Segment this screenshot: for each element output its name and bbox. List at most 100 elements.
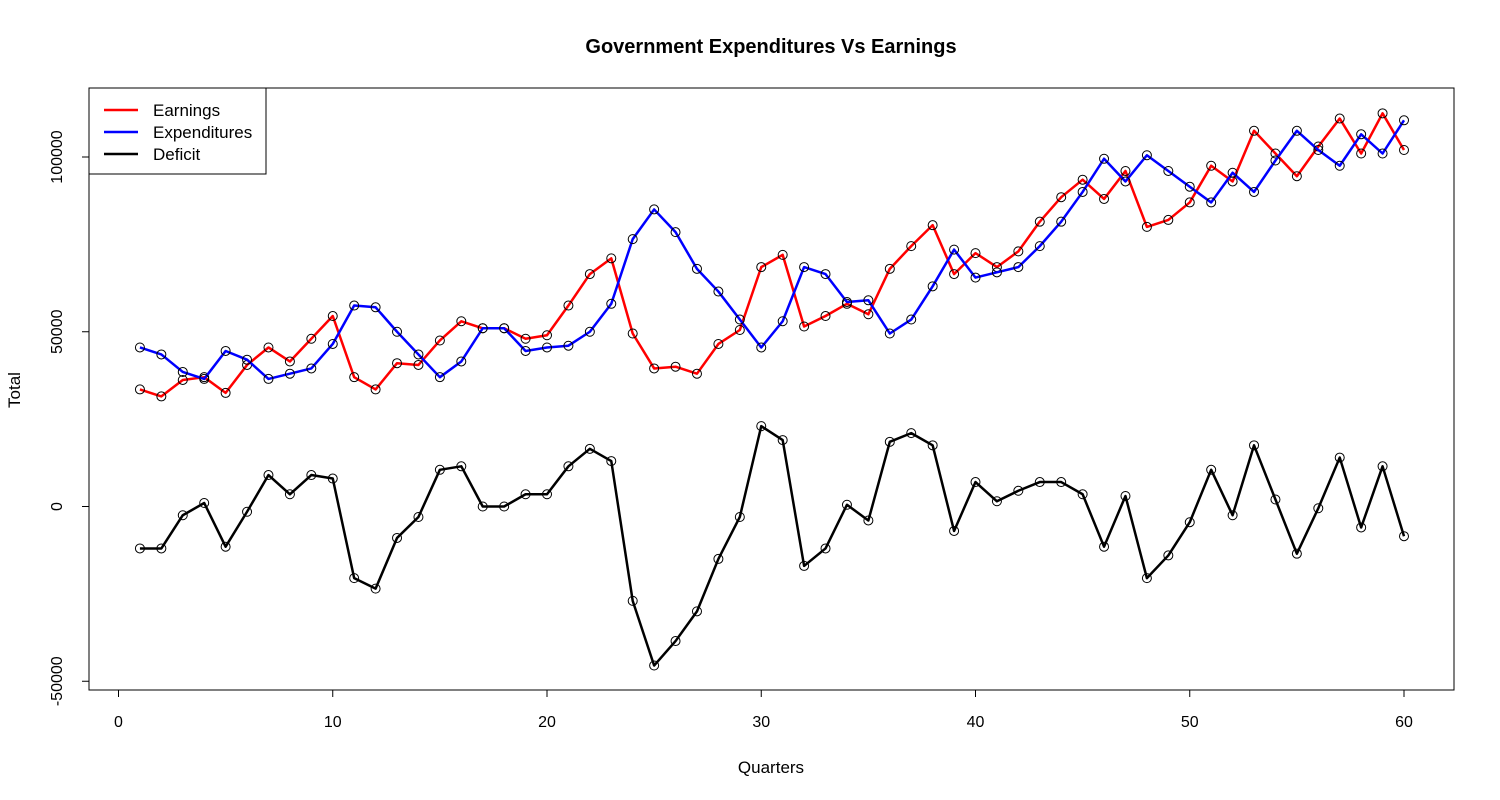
data-point xyxy=(263,373,274,384)
data-point xyxy=(734,314,745,325)
data-point xyxy=(627,595,638,606)
data-point xyxy=(349,573,360,584)
data-point xyxy=(1013,246,1024,257)
data-point xyxy=(820,311,831,322)
data-point xyxy=(1034,216,1045,227)
data-point xyxy=(691,606,702,617)
data-point xyxy=(199,498,210,509)
data-point xyxy=(563,461,574,472)
data-point xyxy=(799,262,810,273)
data-point xyxy=(1141,573,1152,584)
data-point xyxy=(777,249,788,260)
data-point xyxy=(1206,160,1217,171)
data-point xyxy=(220,541,231,552)
legend: Earnings Expenditures Deficit xyxy=(88,87,267,175)
data-point xyxy=(1356,522,1367,533)
data-point xyxy=(670,636,681,647)
data-point xyxy=(434,335,445,346)
data-point xyxy=(627,328,638,339)
data-point xyxy=(1056,216,1067,227)
data-point xyxy=(542,330,552,341)
data-point xyxy=(1034,477,1045,488)
data-point xyxy=(1249,186,1260,197)
data-point xyxy=(284,356,295,367)
y-axis-label: Total xyxy=(5,372,24,408)
data-point xyxy=(1356,129,1367,140)
data-point xyxy=(1163,550,1174,561)
series-line xyxy=(139,424,1406,667)
series-layer xyxy=(134,108,1409,671)
data-point xyxy=(1013,485,1024,496)
x-tick-label: 40 xyxy=(967,714,985,731)
data-point xyxy=(1377,148,1388,159)
data-point xyxy=(456,356,467,367)
data-point xyxy=(1163,165,1174,176)
data-point xyxy=(970,248,981,259)
x-tick-label: 0 xyxy=(114,714,123,731)
data-point xyxy=(156,349,167,360)
data-point xyxy=(1206,197,1217,208)
legend-entry: Expenditures xyxy=(153,123,252,142)
data-point xyxy=(134,384,145,395)
data-point xyxy=(392,326,403,337)
data-point xyxy=(242,354,253,365)
data-point xyxy=(477,501,488,512)
data-point xyxy=(1291,548,1302,559)
data-point xyxy=(1184,517,1195,528)
data-point xyxy=(370,302,381,313)
data-point xyxy=(134,342,145,353)
data-point xyxy=(991,267,1002,278)
legend-entry: Deficit xyxy=(153,145,201,164)
data-point xyxy=(1099,193,1110,204)
data-point xyxy=(1334,160,1345,171)
data-point xyxy=(1099,153,1110,164)
data-point xyxy=(1013,262,1024,273)
data-point xyxy=(413,359,424,370)
data-point xyxy=(584,443,595,454)
data-point xyxy=(756,421,767,432)
y-tick-label: -50000 xyxy=(49,656,66,706)
data-point xyxy=(691,368,702,379)
data-point xyxy=(649,660,660,671)
x-axis-label: Quarters xyxy=(738,758,804,777)
x-tick-label: 60 xyxy=(1395,714,1413,731)
data-point xyxy=(606,456,617,467)
data-point xyxy=(1270,155,1281,166)
data-point xyxy=(1163,214,1174,225)
data-point xyxy=(306,470,317,481)
data-point xyxy=(884,436,895,447)
data-point xyxy=(863,295,874,306)
data-point xyxy=(1099,541,1110,552)
data-point xyxy=(820,543,831,554)
data-point xyxy=(306,363,317,374)
data-point xyxy=(1077,174,1088,185)
series-earnings xyxy=(134,108,1409,402)
data-point xyxy=(863,515,874,526)
data-point xyxy=(1184,197,1195,208)
data-point xyxy=(906,428,917,439)
data-point xyxy=(563,300,574,311)
data-point xyxy=(734,325,745,336)
data-point xyxy=(1120,176,1131,187)
series-deficit xyxy=(134,421,1409,671)
data-point xyxy=(1399,531,1409,542)
data-point xyxy=(927,440,938,451)
data-point xyxy=(220,387,231,398)
data-point xyxy=(1206,464,1217,475)
data-point xyxy=(434,372,445,383)
data-point xyxy=(1270,494,1281,505)
data-point xyxy=(392,358,403,369)
data-point xyxy=(799,560,810,571)
data-point xyxy=(306,333,317,344)
data-point xyxy=(520,489,531,500)
data-point xyxy=(670,361,681,372)
data-point xyxy=(970,477,981,488)
data-point xyxy=(370,384,381,395)
data-point xyxy=(927,281,938,292)
data-point xyxy=(520,333,531,344)
data-point xyxy=(991,496,1002,507)
chart-title: Government Expenditures Vs Earnings xyxy=(585,36,956,58)
data-point xyxy=(1077,186,1088,197)
data-point xyxy=(820,269,831,280)
data-point xyxy=(670,227,681,238)
